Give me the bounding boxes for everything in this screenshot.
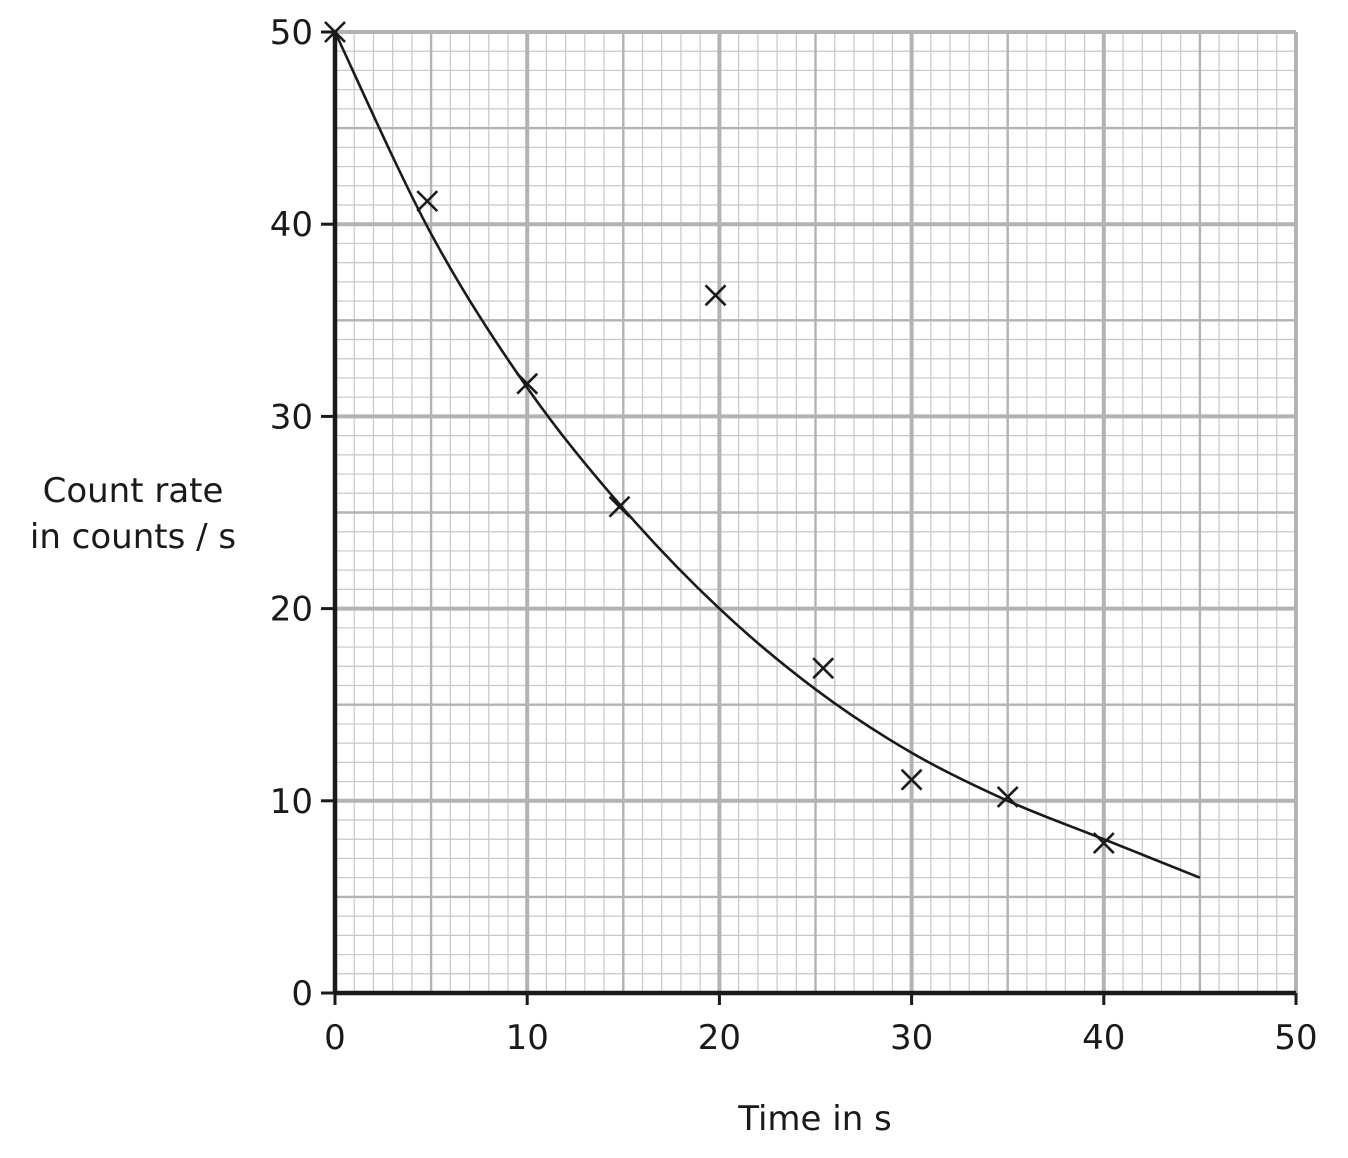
x-tick-label: 20 [698, 1018, 741, 1058]
axis-ticks [321, 30, 1298, 1005]
y-tick-label: 50 [270, 13, 313, 53]
data-point-stroke [516, 372, 539, 395]
data-points [324, 21, 1115, 855]
x-tick-label: 10 [506, 1018, 549, 1058]
axes [332, 30, 1296, 996]
x-axis-title: Time in s [737, 1099, 892, 1139]
data-point-stroke [608, 495, 631, 518]
y-tick-label: 20 [270, 590, 313, 630]
data-point [812, 657, 835, 680]
data-point-stroke [1092, 832, 1115, 855]
y-tick-label: 40 [270, 205, 313, 245]
x-tick-label: 40 [1082, 1018, 1125, 1058]
data-point [416, 190, 439, 213]
grid-medium-lines [335, 32, 1296, 993]
data-point-stroke [812, 657, 835, 680]
data-point [324, 21, 346, 43]
data-point [996, 786, 1019, 808]
y-axis-title-line-1: Count rate [43, 471, 224, 511]
data-point-stroke [900, 768, 923, 791]
y-tick-label: 30 [270, 397, 313, 437]
y-tick-label: 0 [291, 974, 313, 1014]
x-tick-label: 30 [890, 1018, 933, 1058]
tick-labels: 0 10 20 30 40 50 0 10 20 30 40 50 [270, 13, 1318, 1058]
data-point [900, 768, 923, 791]
data-point [608, 495, 631, 518]
x-tick-label: 50 [1274, 1018, 1317, 1058]
x-tick-label: 0 [324, 1018, 346, 1058]
data-point-stroke [324, 21, 346, 43]
data-point [704, 284, 727, 307]
data-point-stroke [704, 284, 727, 307]
y-tick-label: 10 [270, 782, 313, 822]
data-point [1092, 832, 1115, 855]
fit-curve [333, 31, 1201, 879]
data-point-stroke [996, 786, 1019, 808]
data-point [516, 372, 539, 395]
y-axis-title-line-2: in counts / s [30, 517, 236, 557]
data-point-stroke [416, 190, 439, 213]
